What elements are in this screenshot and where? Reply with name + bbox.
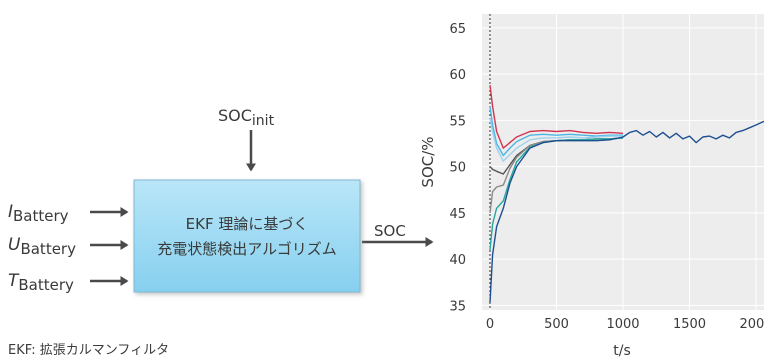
chart-series: [489, 85, 764, 303]
series-line-2: [489, 106, 623, 157]
x-axis-label: t/s: [613, 343, 631, 359]
y-tick-labels: 35 40 45 50 55 60 65: [449, 22, 466, 315]
x-tick-label: 1000: [606, 317, 639, 332]
series-line-7: [489, 120, 764, 303]
block-diagram: IBattery UBattery TBattery SOCinit EKF 理…: [8, 106, 434, 358]
y-axis-label: SOC/%: [419, 136, 437, 187]
y-tick-label: 65: [449, 22, 466, 37]
x-tick-labels: 0 500 1000 1500 2000: [486, 317, 764, 332]
x-tick-label: 500: [544, 317, 569, 332]
series-line-1: [489, 85, 624, 149]
ekf-algorithm-block: [133, 179, 361, 293]
y-tick-label: 35: [449, 299, 466, 314]
input-label-current: IBattery: [8, 202, 69, 225]
x-tick-label: 0: [486, 317, 494, 332]
footnote: EKF: 拡張カルマンフィルタ: [8, 343, 169, 358]
chart-grid: [482, 14, 764, 310]
input-label-voltage: UBattery: [8, 235, 76, 258]
block-text-line-2: 充電状態検出アルゴリズム: [157, 240, 337, 258]
input-label-temperature: TBattery: [8, 271, 74, 294]
block-text-line-1: EKF 理論に基づく: [186, 215, 309, 233]
soc-chart: 35 40 45 50 55 60 65 0 500 1000 1500 2000 SOC/% t/…: [419, 14, 764, 359]
series-line-3: [489, 118, 623, 162]
output-label: SOC: [374, 222, 406, 240]
y-tick-label: 40: [449, 253, 466, 268]
x-tick-label: 1500: [673, 317, 706, 332]
y-tick-label: 50: [449, 161, 466, 176]
soc-init-label: SOCinit: [218, 106, 275, 129]
y-tick-label: 55: [449, 114, 466, 129]
y-tick-label: 60: [449, 68, 466, 83]
x-tick-label: 2000: [739, 317, 764, 332]
y-tick-label: 45: [449, 207, 466, 222]
